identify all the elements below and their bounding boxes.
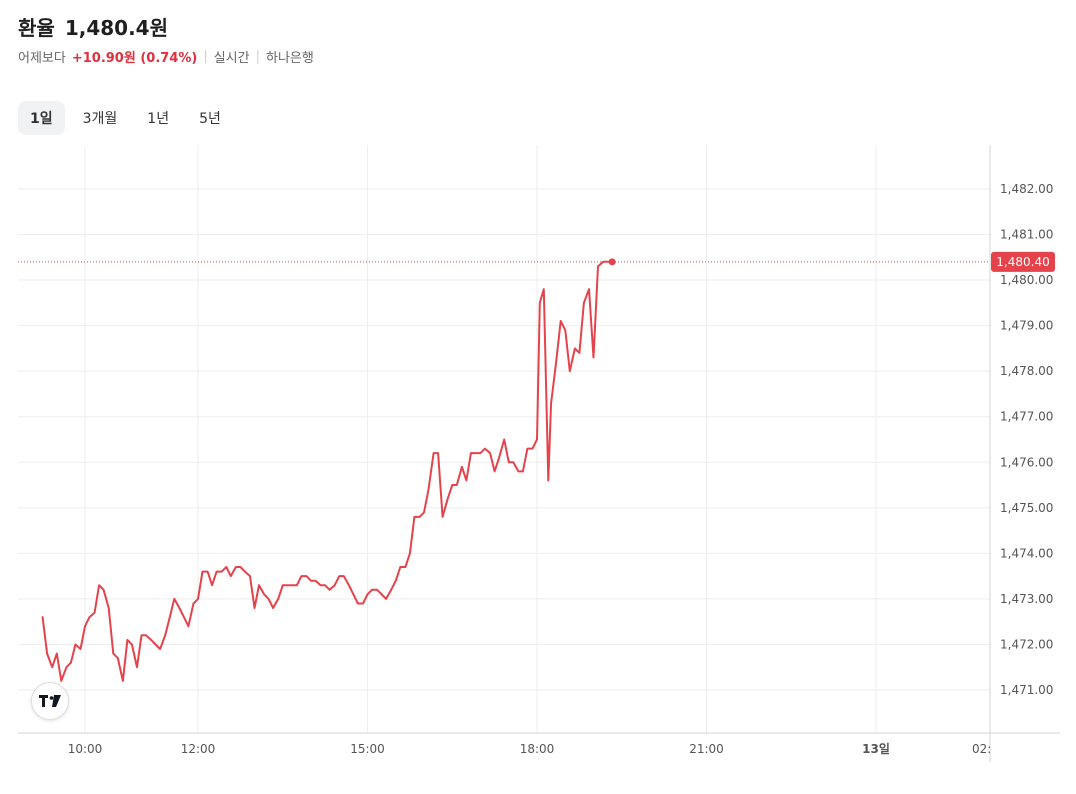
y-axis-ticks: 1,471.00 1,472.00 1,473.00 1,474.00 1,475.00… [1000,182,1053,697]
y-tick-label: 1,480.00 [1000,273,1053,287]
last-value-label: 1,480.40 [996,255,1049,269]
series-line [41,260,614,682]
x-tick-label: 21:00 [689,742,724,756]
x-axis-ticks: 10:00 12:00 15:00 18:00 21:00 13일 02: [68,742,992,756]
y-tick-label: 1,476.00 [1000,455,1053,469]
axes [18,145,1060,762]
divider: | [203,49,208,64]
compare-label: 어제보다 [18,51,66,66]
divider: | [255,49,260,64]
x-tick-label: 12:00 [181,742,216,756]
y-tick-label: 1,479.00 [1000,319,1053,333]
last-value-marker: 1,480.40 [18,251,1055,272]
y-tick-label: 1,471.00 [1000,683,1053,697]
x-tick-label: 10:00 [68,742,103,756]
x-tick-label: 13일 [862,742,890,756]
header: 환율 1,480.4원 어제보다 +10.90원 (0.74%) | 실시간 |… [18,12,314,66]
last-point [608,258,616,266]
grid [18,145,990,733]
y-tick-label: 1,482.00 [1000,182,1053,196]
change-row: 어제보다 +10.90원 (0.74%) | 실시간 | 하나은행 [18,47,314,66]
y-tick-label: 1,474.00 [1000,546,1053,560]
title-row: 환율 1,480.4원 [18,12,314,41]
page-title: 환율 [18,16,55,40]
y-tick-label: 1,481.00 [1000,228,1053,242]
tab-1d[interactable]: 1일 [18,101,65,135]
y-tick-label: 1,475.00 [1000,501,1053,515]
last-value-badge [991,251,1055,272]
tab-1y[interactable]: 1년 [147,111,170,127]
tab-3m[interactable]: 3개월 [82,111,118,127]
x-tick-label: 18:00 [520,742,555,756]
y-tick-label: 1,472.00 [1000,637,1053,651]
y-tick-label: 1,478.00 [1000,364,1053,378]
period-tabs: 1일 3개월 1년 5년 [18,101,233,135]
y-tick-label: 1,477.00 [1000,410,1053,424]
x-tick-label: 02: [972,742,991,756]
tab-5y[interactable]: 5년 [199,111,221,127]
series [41,260,614,682]
mode-label: 실시간 [213,51,250,66]
x-tick-label: 15:00 [350,742,385,756]
current-rate: 1,480.4원 [64,16,168,40]
change-value: +10.90원 (0.74%) [71,51,198,66]
source-label: 하나은행 [266,51,314,66]
tradingview-logo[interactable] [31,682,69,720]
y-tick-label: 1,473.00 [1000,592,1053,606]
tradingview-icon [39,695,61,707]
